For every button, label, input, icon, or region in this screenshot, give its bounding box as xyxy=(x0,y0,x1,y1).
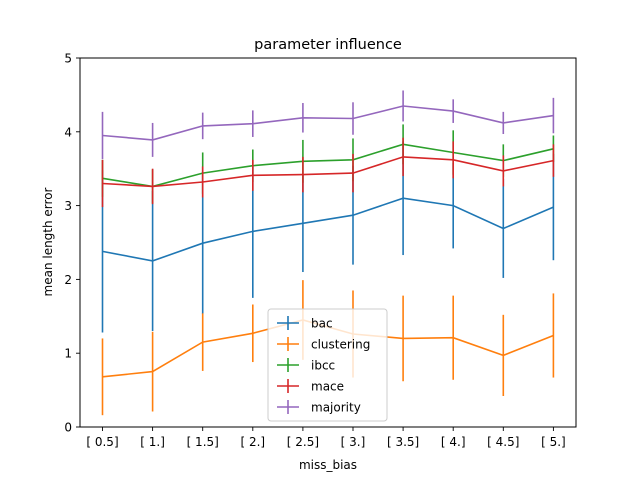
series-line xyxy=(102,197,554,262)
x-tick-label: [ 3.] xyxy=(341,435,366,449)
legend-item-clustering: clustering xyxy=(277,337,370,352)
legend-label: mace xyxy=(311,380,344,394)
series-ibcc xyxy=(101,124,555,204)
series-line xyxy=(102,143,554,188)
y-tick-label: 5 xyxy=(64,52,72,66)
x-tick-label: [ 4.5] xyxy=(487,435,519,449)
legend-label: majority xyxy=(311,401,361,415)
y-axis-label: mean length error xyxy=(41,187,55,296)
y-tick-label: 1 xyxy=(64,347,72,361)
series-majority xyxy=(101,90,555,160)
y-tick-label: 0 xyxy=(64,421,72,435)
series-mace xyxy=(101,137,555,208)
legend-item-mace: mace xyxy=(277,379,344,394)
x-tick-label: [ 5.] xyxy=(541,435,566,449)
x-tick-label: [ 1.] xyxy=(140,435,165,449)
legend-label: clustering xyxy=(311,338,370,352)
y-axis: 0 1 2 3 4 5 xyxy=(64,52,80,435)
x-axis: [ 0.5] [ 1.] [ 1.5] [ 2.] [ 2.5] [ 3.] [ 3.5] [… xyxy=(86,427,566,449)
x-axis-label: miss_bias xyxy=(299,458,357,472)
y-tick-label: 3 xyxy=(64,199,72,213)
legend-label: bac xyxy=(311,317,333,331)
x-tick-label: [ 0.5] xyxy=(86,435,118,449)
chart-title: parameter influence xyxy=(254,37,402,53)
legend-box xyxy=(267,308,388,422)
x-tick-label: [ 2.] xyxy=(240,435,265,449)
x-tick-label: [ 4.] xyxy=(441,435,466,449)
series-line xyxy=(102,156,554,188)
y-tick-label: 2 xyxy=(64,273,72,287)
x-tick-label: [ 1.5] xyxy=(187,435,219,449)
legend-item-bac: bac xyxy=(277,316,333,331)
x-tick-label: [ 3.5] xyxy=(387,435,419,449)
series-line xyxy=(102,105,554,141)
x-tick-label: [ 2.5] xyxy=(287,435,319,449)
series-bac xyxy=(101,141,555,333)
legend-label: ibcc xyxy=(311,359,335,373)
legend-item-ibcc: ibcc xyxy=(277,358,335,373)
y-tick-label: 4 xyxy=(64,125,72,139)
legend-item-majority: majority xyxy=(277,400,361,415)
legend: bac clustering ibcc mace majority xyxy=(267,308,388,422)
axes-frame xyxy=(79,57,577,428)
